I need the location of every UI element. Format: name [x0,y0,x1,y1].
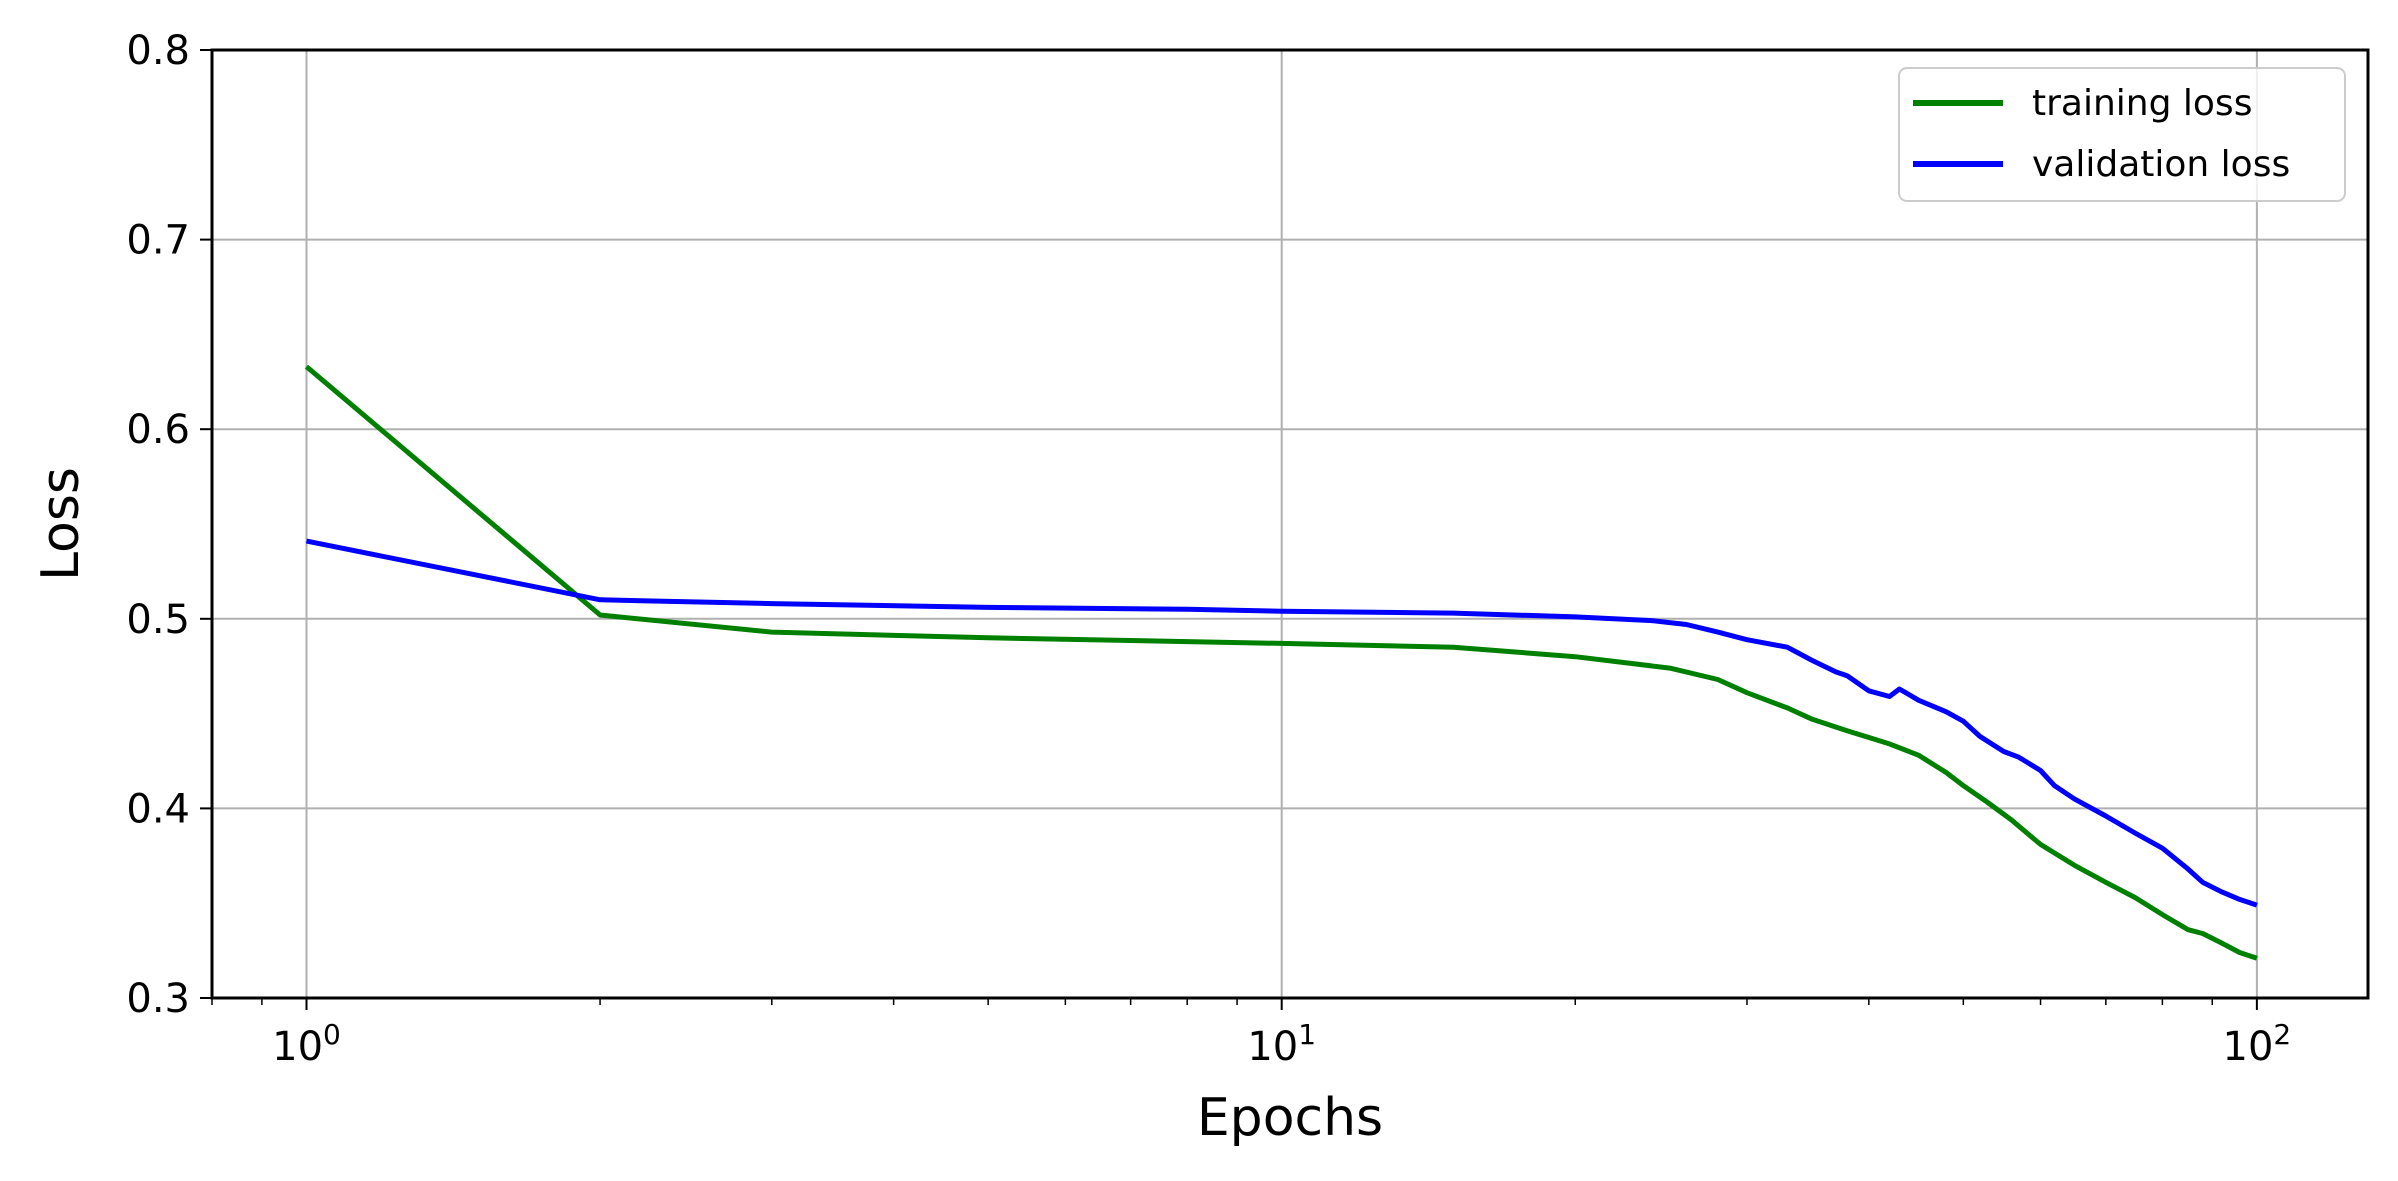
x-axis: 100 101 102 [272,998,2291,1070]
y-tick-label: 0.3 [126,976,190,1022]
y-axis: 0.3 0.4 0.5 0.6 0.7 0.8 [126,28,212,1022]
y-tick-label: 0.4 [126,786,190,832]
series-line-training-loss [304,364,2258,961]
legend-label-training-loss: training loss [2032,83,2252,124]
x-tick-label: 102 [2223,1018,2292,1070]
y-tick-label: 0.6 [126,407,190,453]
legend-label-validation-loss: validation loss [2032,144,2290,185]
legend: training loss validation loss [1898,67,2346,202]
legend-box [1898,67,2346,202]
x-axis-title: Epochs [1197,1088,1383,1148]
x-tick-label: 100 [272,1018,341,1070]
series-lines [304,364,2258,961]
y-tick-label: 0.8 [126,28,190,74]
plot-area-frame [210,48,2370,1000]
y-axis-title: Loss [31,467,91,581]
y-tick-label: 0.7 [126,218,190,264]
series-line-validation-loss [306,538,2258,908]
y-tick-label: 0.5 [126,597,190,643]
x-tick-label: 101 [1247,1018,1316,1070]
